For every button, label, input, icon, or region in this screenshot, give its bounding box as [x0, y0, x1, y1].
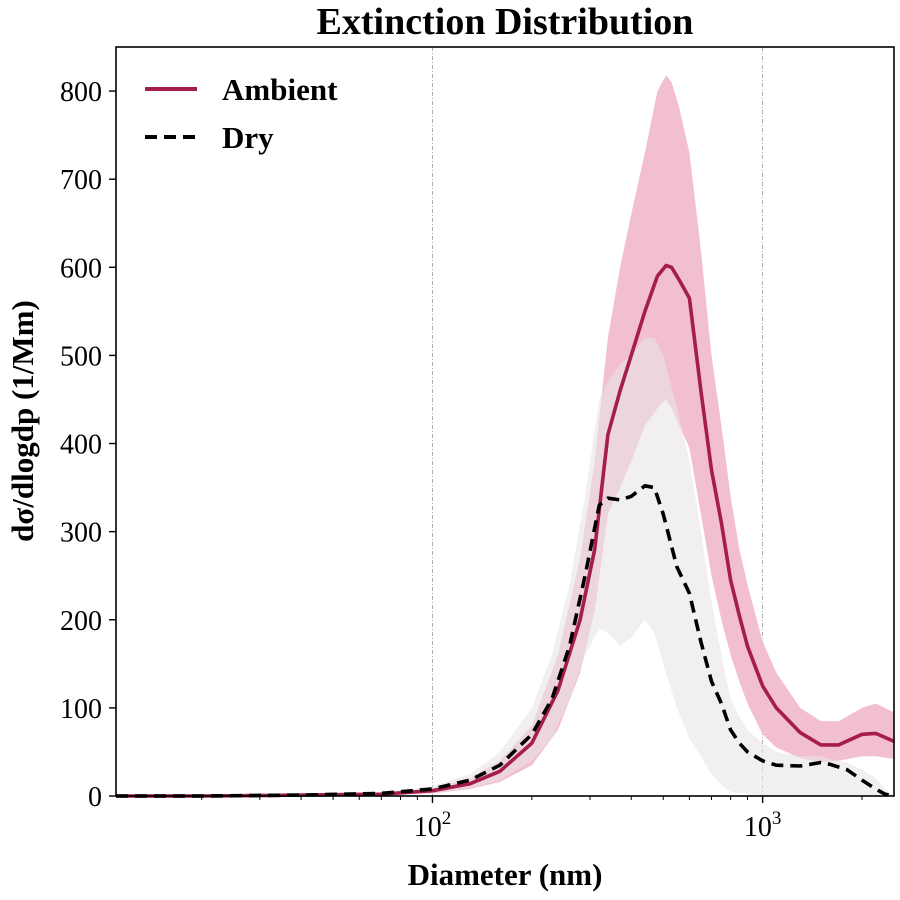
band-dry	[116, 337, 894, 796]
legend-label-ambient: Ambient	[222, 72, 338, 107]
x-axis: 102 103	[201, 796, 863, 843]
y-axis-label: dσ/dlogdp (1/Mm)	[5, 300, 40, 542]
y-tick-label: 0	[88, 782, 102, 813]
x-tick-label: 103	[744, 808, 782, 843]
y-tick-label: 500	[60, 341, 102, 372]
x-axis-label: Diameter (nm)	[408, 857, 603, 892]
band-ambient	[116, 75, 894, 796]
y-tick-label: 100	[60, 694, 102, 725]
y-tick-label: 600	[60, 253, 102, 284]
y-axis: 0 100 200 300 400 500 600 700 800	[60, 77, 116, 813]
y-tick-label: 400	[60, 430, 102, 461]
y-tick-label: 700	[60, 165, 102, 196]
error-bands	[116, 75, 894, 796]
line-dry	[116, 483, 895, 798]
plot-area-frame	[115, 46, 895, 797]
y-tick-label: 300	[60, 518, 102, 549]
chart-title: Extinction Distribution	[317, 1, 694, 43]
y-tick-label: 200	[60, 606, 102, 637]
x-tick-label: 102	[414, 808, 452, 843]
legend: Ambient Dry	[145, 72, 338, 155]
line-ambient	[116, 263, 895, 798]
legend-label-dry: Dry	[222, 120, 274, 155]
series-lines	[116, 263, 895, 798]
y-tick-label: 800	[60, 77, 102, 108]
